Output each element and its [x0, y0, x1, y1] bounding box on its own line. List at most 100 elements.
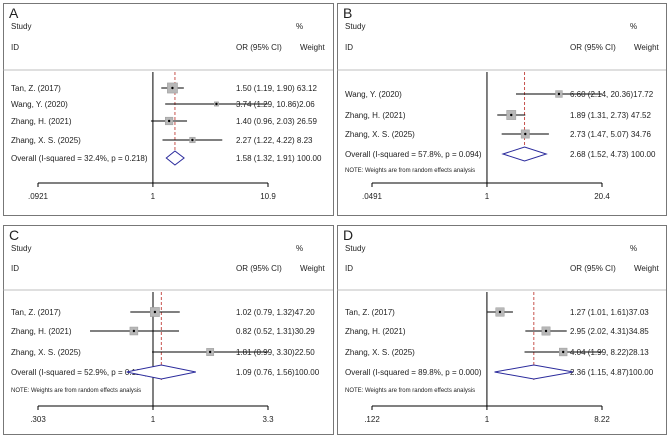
x-tick-label: 10.9 [260, 192, 276, 201]
panel-frame [337, 3, 667, 216]
study-row: Tan, Z. (2017) 1.02 (0.79, 1.32)47.20 [11, 307, 315, 317]
study-row: Zhang, X. S. (2025) 4.04 (1.99, 8.22)28.1… [345, 347, 649, 357]
study-estimate: 2.73 (1.47, 5.07) 34.76 [570, 130, 652, 139]
header-percent: % [296, 244, 303, 253]
study-name: Zhang, X. S. (2025) [345, 130, 415, 139]
header-or: OR (95% CI) [570, 43, 616, 52]
x-tick-label: .122 [364, 415, 380, 424]
overall-row: Overall (I-squared = 32.4%, p = 0.218) 1.… [11, 150, 322, 166]
study-name: Zhang, X. S. (2025) [11, 136, 81, 145]
overall-label: Overall (I-squared = 52.9%, p = 0.120) [11, 368, 148, 377]
study-row: Zhang, H. (2021) 0.82 (0.52, 1.31)30.29 [11, 326, 315, 336]
study-row: Zhang, H. (2021) 1.40 (0.96, 2.03) 26.59 [11, 116, 318, 126]
header-study: Study [11, 22, 31, 31]
point-estimate [171, 86, 174, 90]
study-name: Wang, Y. (2020) [11, 100, 68, 109]
study-name: Zhang, H. (2021) [11, 117, 72, 126]
point-estimate [191, 138, 194, 142]
study-name: Zhang, X. S. (2025) [345, 348, 415, 357]
point-estimate [153, 310, 157, 314]
panel-frame [3, 225, 334, 435]
study-row: Zhang, H. (2021) 1.89 (1.31, 2.73) 47.52 [345, 110, 652, 120]
point-estimate [208, 350, 212, 354]
panel-label: D [343, 227, 353, 243]
x-tick-label: 1 [485, 192, 490, 201]
overall-label: Overall (I-squared = 57.8%, p = 0.094) [345, 150, 482, 159]
study-name: Tan, Z. (2017) [11, 308, 61, 317]
x-tick-label: .303 [30, 415, 46, 424]
study-estimate: 1.27 (1.01, 1.61)37.03 [570, 308, 649, 317]
x-tick-label: .0921 [28, 192, 49, 201]
study-estimate: 3.74 (1.29, 10.86)2.06 [236, 100, 315, 109]
overall-diamond [494, 364, 574, 380]
panel-label: A [9, 5, 19, 21]
study-name: Wang, Y. (2020) [345, 90, 402, 99]
header-id: ID [11, 264, 19, 273]
overall-label: Overall (I-squared = 89.8%, p = 0.000) [345, 368, 482, 377]
study-estimate: 1.89 (1.31, 2.73) 47.52 [570, 111, 652, 120]
study-estimate: 2.27 (1.22, 4.22) 8.23 [236, 136, 313, 145]
point-estimate [132, 329, 136, 333]
study-row: Zhang, X. S. (2025) 1.81 (0.99, 3.30)22.5… [11, 348, 315, 357]
panel-frame [3, 3, 334, 216]
study-row: Zhang, H. (2021) 2.95 (2.02, 4.31)34.85 [345, 326, 649, 336]
overall-row: Overall (I-squared = 57.8%, p = 0.094) 2.… [345, 146, 656, 162]
point-estimate [544, 329, 548, 333]
overall-row: Overall (I-squared = 52.9%, p = 0.120) 1.… [11, 364, 320, 380]
overall-label: Overall (I-squared = 32.4%, p = 0.218) [11, 154, 148, 163]
header-or: OR (95% CI) [570, 264, 616, 273]
header-weight: Weight [634, 264, 660, 273]
header-study: Study [345, 244, 365, 253]
point-estimate [524, 132, 527, 136]
x-tick-label: 1 [485, 415, 490, 424]
point-estimate [561, 350, 565, 354]
study-estimate: 1.50 (1.19, 1.90) 63.12 [236, 84, 318, 93]
study-row: Wang, Y. (2020) 6.60 (2.14, 20.36)17.72 [345, 90, 654, 99]
overall-diamond [501, 146, 548, 162]
weights-note: NOTE: Weights are from random effects an… [11, 388, 141, 394]
header-percent: % [630, 22, 637, 31]
point-estimate [167, 119, 171, 123]
header-id: ID [11, 43, 19, 52]
overall-estimate: 2.36 (1.15, 4.87)100.00 [570, 368, 654, 377]
point-estimate [498, 310, 502, 314]
point-estimate [215, 102, 218, 106]
header-id: ID [345, 264, 353, 273]
study-row: Zhang, X. S. (2025) 2.73 (1.47, 5.07) 34.… [345, 129, 652, 139]
header-percent: % [296, 22, 303, 31]
study-row: Tan, Z. (2017) 1.50 (1.19, 1.90) 63.12 [11, 82, 318, 94]
weights-note: NOTE: Weights are from random effects an… [345, 388, 475, 394]
point-estimate [510, 113, 513, 117]
study-name: Zhang, H. (2021) [11, 327, 72, 336]
study-row: Zhang, X. S. (2025) 2.27 (1.22, 4.22) 8.2… [11, 136, 313, 145]
study-name: Tan, Z. (2017) [11, 84, 61, 93]
overall-row: Overall (I-squared = 89.8%, p = 0.000) 2.… [345, 364, 654, 380]
panel-label: C [9, 227, 19, 243]
header-percent: % [630, 244, 637, 253]
header-weight: Weight [300, 43, 326, 52]
x-tick-label: 8.22 [594, 415, 610, 424]
study-estimate: 1.40 (0.96, 2.03) 26.59 [236, 117, 318, 126]
header-weight: Weight [300, 264, 326, 273]
study-name: Tan, Z. (2017) [345, 308, 395, 317]
study-row: Wang, Y. (2020) 3.74 (1.29, 10.86)2.06 [11, 100, 315, 109]
x-tick-label: 1 [151, 192, 156, 201]
study-row: Tan, Z. (2017) 1.27 (1.01, 1.61)37.03 [345, 307, 649, 317]
study-estimate: 2.95 (2.02, 4.31)34.85 [570, 327, 649, 336]
study-estimate: 1.81 (0.99, 3.30)22.50 [236, 348, 315, 357]
panel-label: B [343, 5, 352, 21]
study-estimate: 4.04 (1.99, 8.22)28.13 [570, 348, 649, 357]
header-or: OR (95% CI) [236, 264, 282, 273]
study-name: Zhang, X. S. (2025) [11, 348, 81, 357]
x-tick-label: 20.4 [594, 192, 610, 201]
study-estimate: 0.82 (0.52, 1.31)30.29 [236, 327, 315, 336]
header-id: ID [345, 43, 353, 52]
panel-frame [337, 225, 667, 435]
point-estimate [557, 92, 561, 96]
study-estimate: 6.60 (2.14, 20.36)17.72 [570, 90, 654, 99]
